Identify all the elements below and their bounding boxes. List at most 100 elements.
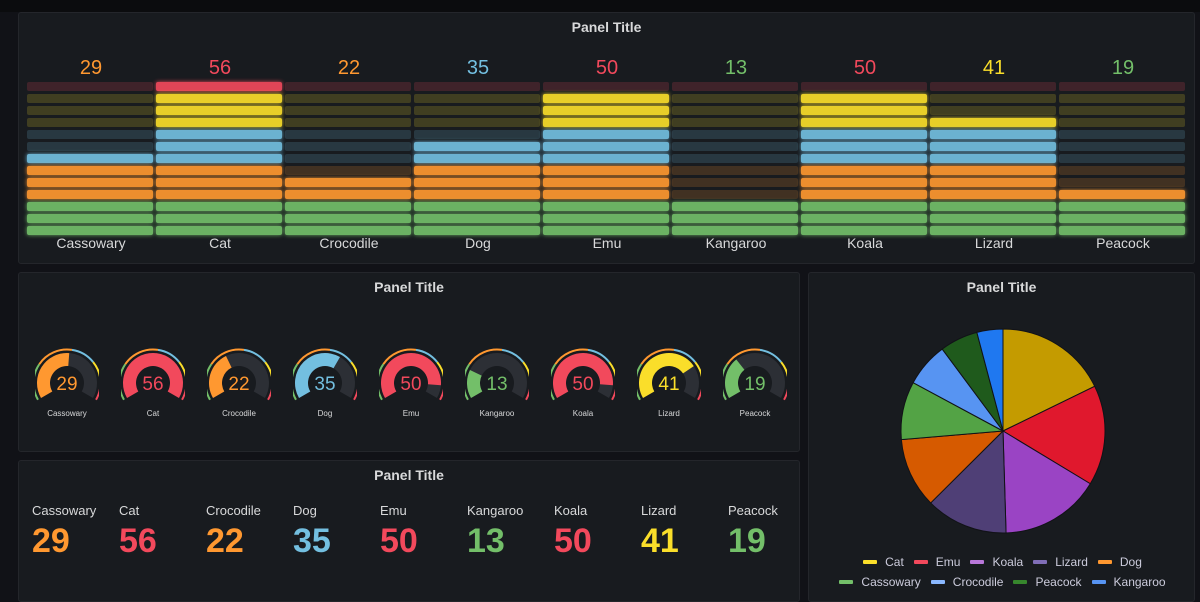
bar-category-label: Dog: [465, 235, 491, 251]
gauge-peacock[interactable]: 19 Peacock: [713, 347, 797, 427]
bar-segment: [27, 118, 153, 127]
gauge-value-label: 29: [56, 374, 78, 395]
bar-segment: [1059, 106, 1185, 115]
gauge-kangaroo[interactable]: 13 Kangaroo: [455, 347, 539, 427]
gauge-dial: [293, 348, 357, 401]
pie-slice-dog[interactable]: [900, 430, 1005, 504]
bar-segment: [156, 82, 282, 91]
legend-item-peacock[interactable]: Peacock: [1013, 575, 1082, 589]
gauge-threshold-band: [608, 361, 615, 378]
stat-peacock[interactable]: Peacock 19: [728, 503, 799, 561]
bar-gauge-emu[interactable]: 50 Emu: [543, 13, 671, 263]
gauge-threshold-band: [522, 361, 529, 378]
gauge-threshold-band: [353, 388, 357, 401]
legend-item-emu[interactable]: Emu: [913, 555, 960, 569]
panel-title[interactable]: Panel Title: [374, 279, 444, 295]
bar-gauge-peacock[interactable]: 19 Peacock: [1059, 13, 1187, 263]
gauge-threshold-band: [697, 388, 701, 401]
legend-swatch: [930, 580, 945, 584]
bar-segment: [543, 130, 669, 139]
bar-gauge-crocodile[interactable]: 22 Crocodile: [285, 13, 413, 263]
pie-slice-koala[interactable]: [1002, 430, 1091, 534]
bar-gauge-lizard[interactable]: 41 Lizard: [930, 13, 1058, 263]
bar-segment: [801, 142, 927, 151]
bar-segment: [414, 142, 540, 151]
bar-segment: [672, 94, 798, 103]
bar-category-label: Cat: [209, 235, 231, 251]
bar-gauge-kangaroo[interactable]: 13 Kangaroo: [672, 13, 800, 263]
bar-segment: [156, 106, 282, 115]
gauge-crocodile[interactable]: 22 Crocodile: [197, 347, 281, 427]
gauge-threshold-band: [780, 361, 787, 378]
bar-segment: [27, 178, 153, 187]
gauge-fill: [209, 355, 232, 398]
bar-gauge-dog[interactable]: 35 Dog: [414, 13, 542, 263]
panel-title[interactable]: Panel Title: [571, 19, 642, 35]
pie-slice-cat[interactable]: [1002, 328, 1096, 432]
legend-item-koala[interactable]: Koala: [970, 555, 1023, 569]
bar-segment: [414, 130, 540, 139]
bar-segment: [543, 166, 669, 175]
legend-item-cassowary[interactable]: Cassowary: [839, 575, 921, 589]
legend-label: Dog: [1119, 555, 1142, 569]
stat-cassowary[interactable]: Cassowary 29: [32, 503, 118, 561]
bar-gauge-koala[interactable]: 50 Koala: [801, 13, 929, 263]
gauge-cat[interactable]: 56 Cat: [111, 347, 195, 427]
legend-item-dog[interactable]: Dog: [1097, 555, 1142, 569]
gauge-emu[interactable]: 50 Emu: [369, 347, 453, 427]
bar-gauge-cassowary[interactable]: 29 Cassowary: [27, 13, 155, 263]
pie-slice-emu[interactable]: [1001, 385, 1106, 485]
bar-value-label: 19: [1111, 57, 1135, 79]
stat-lizard[interactable]: Lizard 41: [641, 503, 727, 561]
gauge-koala[interactable]: 50 Koala: [541, 347, 625, 427]
bar-segment: [543, 202, 669, 211]
bar-segment: [930, 106, 1056, 115]
bar-segment: [543, 214, 669, 223]
gauge-lizard[interactable]: 41 Lizard: [627, 347, 711, 427]
gauge-fill: [467, 369, 483, 398]
bar-gauge-cat[interactable]: 56 Cat: [156, 13, 284, 263]
bar-segment: [285, 106, 411, 115]
gauge-threshold-band: [329, 348, 352, 363]
legend-item-lizard[interactable]: Lizard: [1033, 555, 1088, 569]
bar-segment: [414, 166, 540, 175]
gauge-dial: [723, 348, 787, 401]
gauge-cassowary[interactable]: 29 Cassowary: [25, 347, 109, 427]
bar-segment: [414, 94, 540, 103]
gauge-value-label: 50: [572, 374, 594, 395]
stat-dog[interactable]: Dog 35: [293, 503, 379, 561]
bar-segment: [414, 202, 540, 211]
bar-segment: [801, 166, 927, 175]
legend-item-crocodile[interactable]: Crocodile: [930, 575, 1004, 589]
stat-crocodile[interactable]: Crocodile 22: [206, 503, 292, 561]
gauge-threshold-band: [38, 348, 73, 365]
bar-segment: [801, 130, 927, 139]
gauge-dog[interactable]: 35 Dog: [283, 347, 367, 427]
bar-segment: [27, 130, 153, 139]
stat-koala[interactable]: Koala 50: [554, 503, 640, 561]
pie-slice-lizard[interactable]: [929, 429, 1007, 534]
stat-emu[interactable]: Emu 50: [380, 503, 466, 561]
bar-segment: [156, 118, 282, 127]
stat-cat[interactable]: Cat 56: [119, 503, 205, 561]
legend-item-kangaroo[interactable]: Kangaroo: [1091, 575, 1166, 589]
pie-slice-kangaroo[interactable]: [976, 328, 1004, 432]
gauge-fill: [725, 359, 745, 398]
stat-kangaroo[interactable]: Kangaroo 13: [467, 503, 553, 561]
bar-segment: [1059, 190, 1185, 199]
stat-value: 35: [293, 522, 331, 560]
gauge-dial: [121, 348, 185, 401]
gauge-category-label: Kangaroo: [479, 409, 515, 418]
pie-chart: [900, 328, 1106, 534]
bar-segment: [930, 130, 1056, 139]
panel-title[interactable]: Panel Title: [966, 279, 1037, 295]
bar-segment: [672, 106, 798, 115]
gauge-value-label: 50: [400, 374, 422, 395]
bar-segment: [156, 202, 282, 211]
gauge-threshold-band: [436, 361, 443, 378]
legend-item-cat[interactable]: Cat: [863, 555, 904, 569]
panel-title[interactable]: Panel Title: [374, 467, 444, 483]
bar-segment: [414, 154, 540, 163]
gauge-threshold-band: [465, 363, 471, 401]
legend-label: Crocodile: [952, 575, 1004, 589]
